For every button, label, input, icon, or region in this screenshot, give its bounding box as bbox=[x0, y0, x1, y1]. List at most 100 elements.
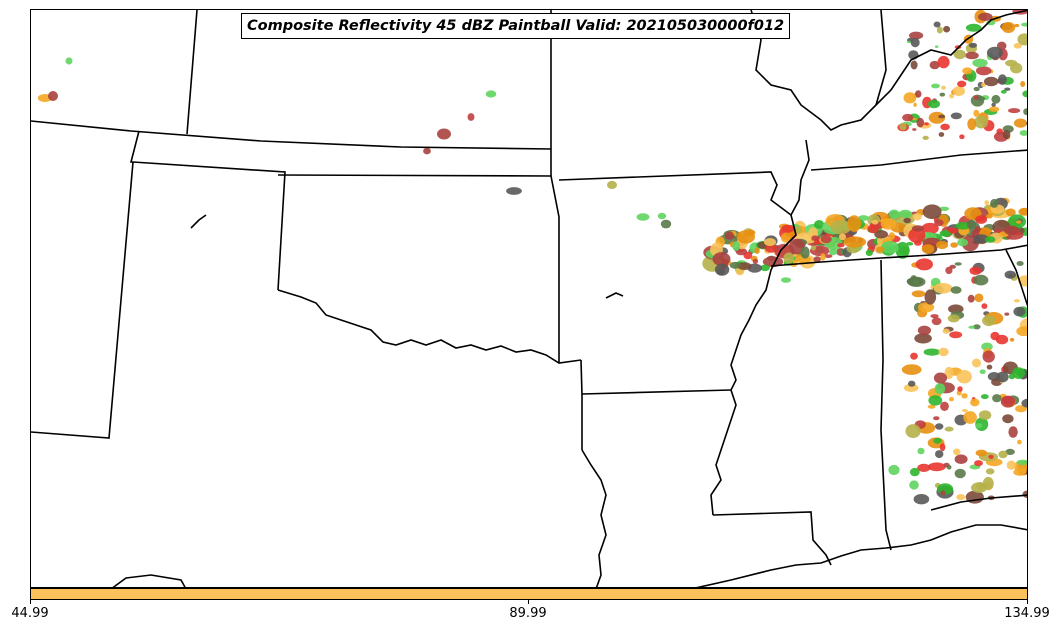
paintball-blob bbox=[984, 76, 999, 87]
paintball-blob bbox=[917, 463, 931, 472]
paintball-blob bbox=[962, 67, 973, 75]
border-ne-ks bbox=[31, 120, 552, 150]
paintball-blob bbox=[917, 447, 925, 455]
paintball-blob bbox=[984, 236, 996, 243]
paintball-blob bbox=[922, 135, 929, 140]
paintball-blob bbox=[936, 240, 949, 250]
paintball-blob bbox=[871, 220, 879, 225]
paintball-blob bbox=[965, 23, 982, 32]
paintball-blob bbox=[990, 198, 999, 208]
paintball-blob bbox=[837, 243, 845, 248]
paintball-blob bbox=[1019, 130, 1027, 136]
coast-small bbox=[112, 574, 186, 587]
paintball-blob bbox=[973, 324, 981, 330]
paintball-blob bbox=[956, 370, 972, 384]
paintball-blob bbox=[48, 91, 58, 101]
paintball-blob bbox=[1016, 220, 1022, 224]
paintball-blob bbox=[1002, 414, 1014, 424]
paintball-blob bbox=[1022, 90, 1027, 98]
paintball-blob bbox=[906, 242, 914, 246]
border-co-ks bbox=[129, 130, 140, 163]
paintball-blob bbox=[997, 74, 1007, 85]
paintball-blob bbox=[969, 266, 982, 275]
paintball-blob bbox=[955, 222, 971, 230]
paintball-blob bbox=[991, 94, 1001, 104]
paintball-blob bbox=[607, 180, 617, 190]
paintball-blob bbox=[967, 118, 977, 131]
paintball-blob bbox=[1008, 108, 1021, 114]
paintball-blob bbox=[865, 249, 873, 257]
border-red-river bbox=[277, 289, 582, 364]
lake-1 bbox=[190, 214, 207, 229]
paintball-blob bbox=[714, 263, 730, 276]
paintball-blob bbox=[950, 242, 958, 248]
paintball-blob bbox=[899, 122, 907, 131]
paintball-blob bbox=[950, 112, 962, 120]
paintball-blob bbox=[794, 226, 803, 234]
border-la-ms bbox=[712, 511, 832, 566]
paintball-blob bbox=[914, 333, 932, 344]
paintball-blob bbox=[760, 264, 770, 272]
paintball-blob bbox=[781, 224, 795, 233]
paintball-blob bbox=[982, 315, 996, 327]
paintball-blob bbox=[874, 230, 888, 239]
paintball-blob bbox=[974, 460, 983, 467]
paintball-blob bbox=[813, 256, 821, 263]
paintball-blob bbox=[957, 238, 969, 247]
paintball-blob bbox=[973, 274, 989, 286]
paintball-blob bbox=[938, 347, 949, 357]
paintball-blob bbox=[888, 232, 896, 240]
paintball-blob bbox=[913, 102, 917, 107]
paintball-blob bbox=[506, 187, 522, 195]
paintball-blob bbox=[1013, 43, 1022, 49]
paintball-blob bbox=[957, 80, 967, 88]
reflectivity-paintball-layer bbox=[37, 10, 1027, 505]
paintball-blob bbox=[903, 383, 919, 392]
paintball-blob bbox=[888, 464, 900, 476]
paintball-blob bbox=[930, 314, 939, 319]
paintball-blob bbox=[1026, 121, 1027, 126]
border-mo-ar bbox=[558, 171, 792, 216]
paintball-blob bbox=[423, 147, 431, 155]
paintball-blob bbox=[1016, 459, 1027, 465]
paintball-blob bbox=[984, 200, 989, 206]
paintball-blob bbox=[910, 352, 918, 360]
paintball-blob bbox=[65, 57, 73, 65]
paintball-blob bbox=[912, 213, 922, 221]
paintball-blob bbox=[935, 450, 944, 459]
paintball-blob bbox=[954, 468, 966, 479]
paintball-blob bbox=[1022, 490, 1027, 498]
paintball-blob bbox=[820, 253, 826, 261]
paintball-blob bbox=[1005, 448, 1015, 455]
paintball-blob bbox=[437, 128, 451, 140]
paintball-blob bbox=[953, 49, 966, 60]
paintball-blob bbox=[1013, 306, 1026, 317]
paintball-blob bbox=[975, 423, 983, 429]
paintball-blob bbox=[912, 128, 917, 131]
paintball-blob bbox=[938, 114, 946, 119]
paintball-blob bbox=[950, 286, 962, 294]
colorbar-label-max: 134.99 bbox=[1004, 606, 1050, 621]
paintball-blob bbox=[924, 122, 929, 126]
border-nm-south bbox=[31, 161, 134, 439]
paintball-blob bbox=[927, 462, 946, 472]
paintball-blob bbox=[1020, 81, 1026, 87]
paintball-blob bbox=[978, 410, 992, 420]
paintball-blob bbox=[1013, 118, 1027, 128]
paintball-blob bbox=[888, 209, 900, 220]
paintball-blob bbox=[824, 254, 833, 258]
paintball-blob bbox=[907, 276, 926, 287]
paintball-blob bbox=[1015, 405, 1027, 413]
paintball-blob bbox=[979, 369, 986, 375]
paintball-blob bbox=[982, 350, 995, 363]
colorbar-tick-min bbox=[30, 600, 31, 604]
paintball-blob bbox=[943, 25, 951, 33]
paintball-blob bbox=[880, 218, 897, 230]
paintball-blob bbox=[867, 224, 879, 234]
paintball-blob bbox=[1000, 395, 1016, 408]
paintball-blob bbox=[934, 45, 939, 48]
paintball-blob bbox=[940, 123, 950, 131]
border-sabine bbox=[581, 449, 607, 587]
paintball-blob bbox=[933, 372, 948, 384]
paintball-blob bbox=[1016, 326, 1027, 337]
